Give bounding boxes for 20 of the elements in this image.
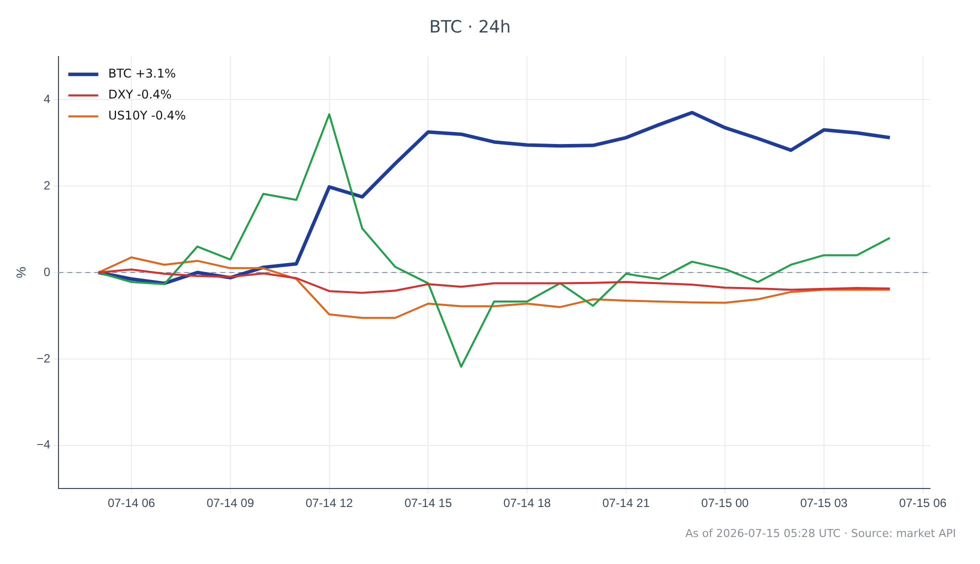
y-tick-label: −4 <box>36 438 51 452</box>
x-tick-label: 07-15 03 <box>800 496 848 510</box>
legend-label: US10Y -0.4% <box>108 108 186 123</box>
y-tick-label: −2 <box>36 351 51 366</box>
y-tick-label: 0 <box>44 264 51 279</box>
y-tick-label: 4 <box>44 92 51 106</box>
x-tick-label: 07-15 00 <box>701 496 749 510</box>
text: As of 2026-07-15 05:28 UTC · Source: market API <box>685 527 956 540</box>
x-tick-label: 07-14 15 <box>404 496 452 510</box>
y-axis-title: % <box>13 266 28 278</box>
legend-label: BTC +3.1% <box>108 66 176 81</box>
x-tick-label: 07-14 12 <box>306 496 354 510</box>
y-tick-label: 2 <box>44 178 51 192</box>
x-tick-label: 07-14 21 <box>602 496 650 510</box>
legend-label: DXY -0.4% <box>108 88 172 102</box>
x-tick-label: 07-15 06 <box>899 496 947 510</box>
x-tick-label: 07-14 09 <box>206 496 254 510</box>
chart-title: BTC · 24h <box>429 18 511 38</box>
x-tick-label: 07-14 18 <box>503 496 552 510</box>
x-tick-label: 07-14 06 <box>108 496 156 510</box>
